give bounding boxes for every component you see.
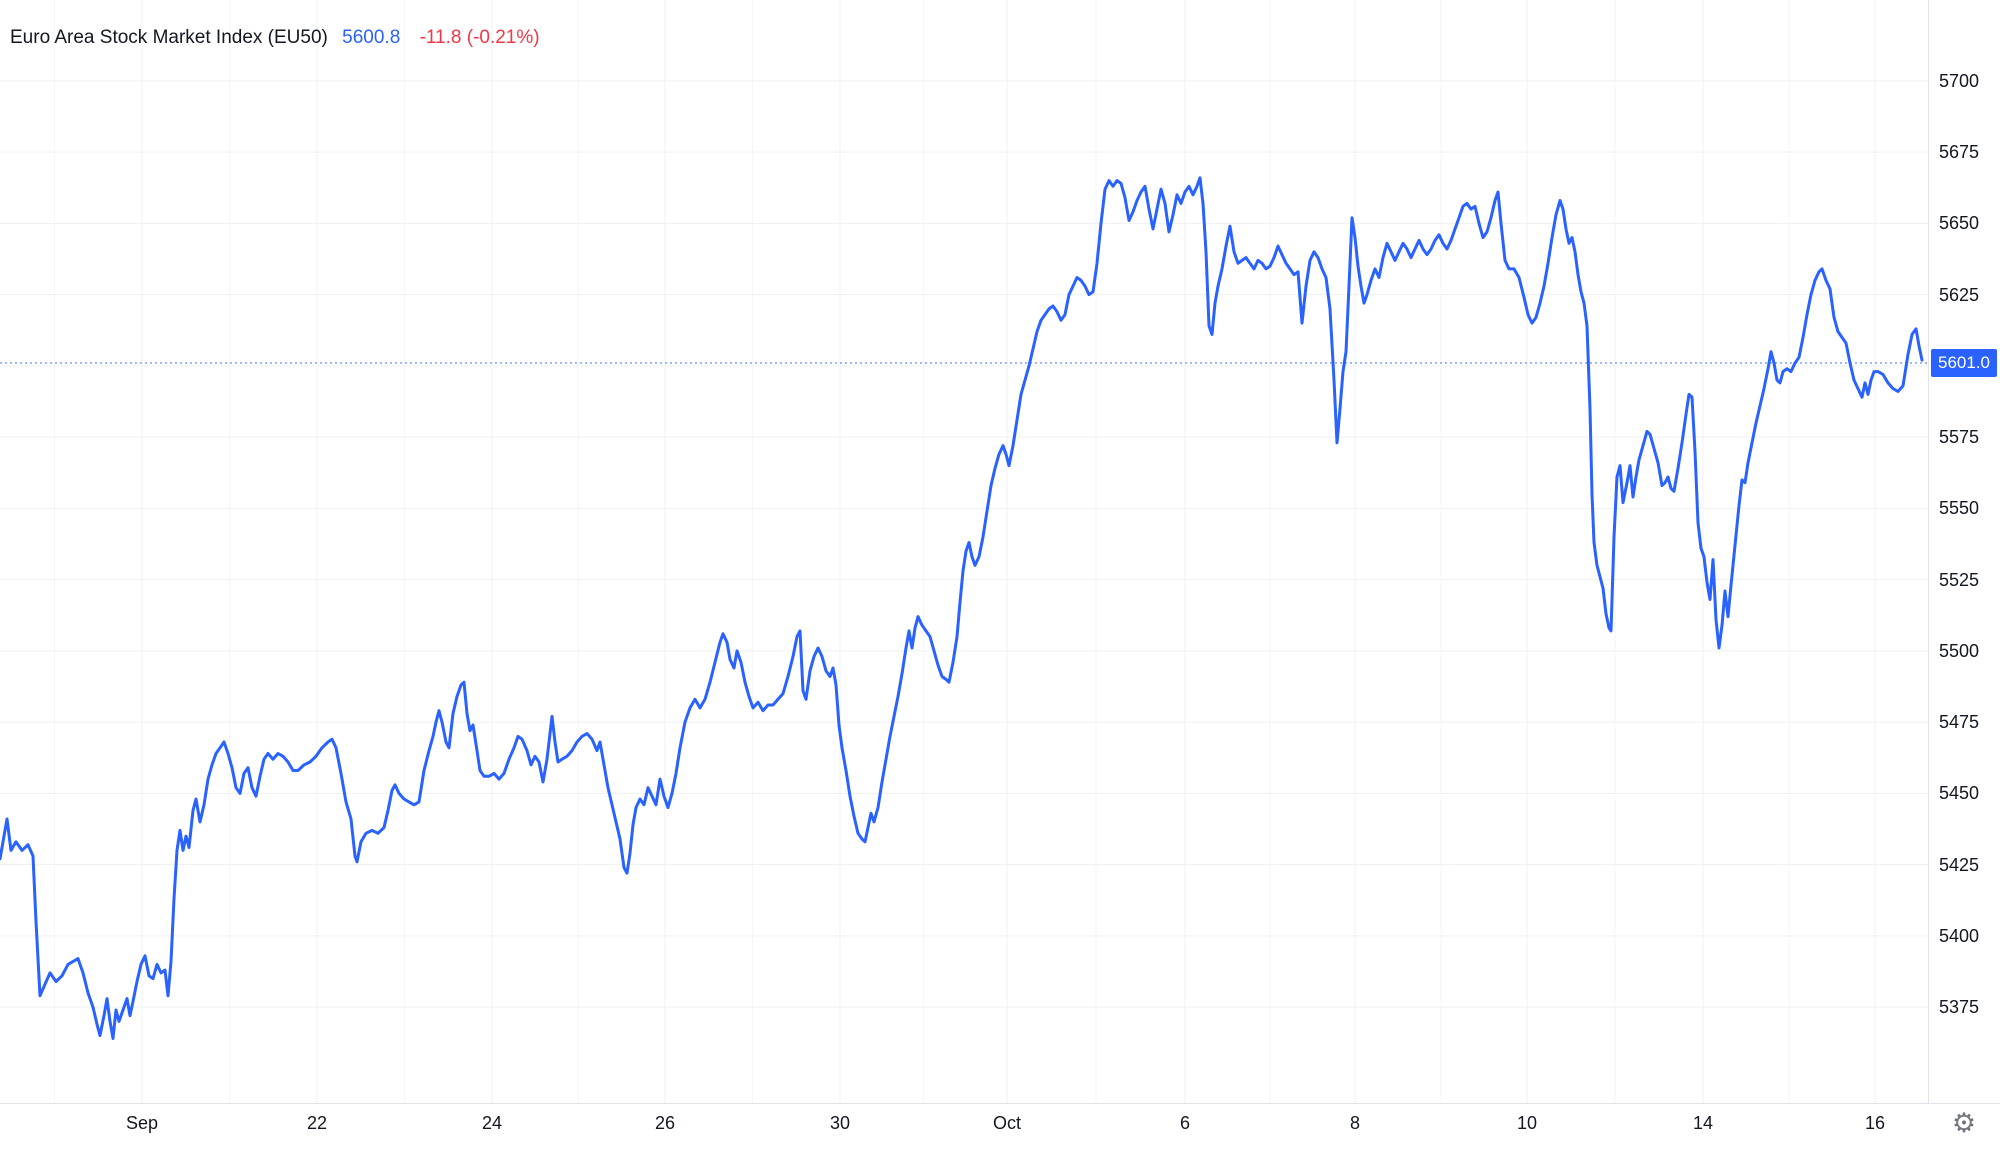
time-axis-label: 10 (1516, 1113, 1538, 1133)
price-chart-plot-area[interactable]: Euro Area Stock Market Index (EU50) 5600… (0, 0, 1928, 1103)
axis-settings-corner: ⚙ (1928, 1103, 2000, 1169)
symbol-last-price: 5600.8 (342, 27, 401, 48)
time-axis-label: 30 (829, 1113, 851, 1133)
current-price-value: 5601.0 (1938, 353, 1990, 372)
price-line-chart (0, 0, 1928, 1103)
price-axis-label: 5375 (1939, 997, 1980, 1018)
time-axis-label: 6 (1179, 1113, 1191, 1133)
price-line-series (0, 176, 1924, 1040)
time-axis-label: 24 (481, 1113, 503, 1133)
price-axis-label: 5625 (1939, 284, 1980, 305)
time-axis-label: 14 (1692, 1113, 1714, 1133)
price-axis-label: 5425 (1939, 854, 1980, 875)
time-axis[interactable]: Sep 22 24 26 30 Oct 6 8 10 14 16 (0, 1103, 2000, 1170)
price-axis[interactable]: 5601.0 5375 5400 5425 5450 5475 5500 5525 5550 5… (1928, 0, 2000, 1103)
current-price-label: 5601.0 (1931, 349, 1997, 377)
time-axis-label: 22 (306, 1113, 328, 1133)
time-axis-label: 16 (1864, 1113, 1886, 1133)
price-axis-label: 5675 (1939, 142, 1980, 163)
gear-icon[interactable]: ⚙ (1951, 1108, 1977, 1138)
time-axis-label: 8 (1349, 1113, 1361, 1133)
price-axis-label: 5500 (1939, 640, 1980, 661)
price-axis-label: 5400 (1939, 925, 1980, 946)
price-axis-label: 5575 (1939, 427, 1980, 448)
price-axis-label: 5525 (1939, 569, 1980, 590)
time-axis-label: Sep (125, 1113, 159, 1133)
price-axis-label: 5450 (1939, 783, 1980, 804)
symbol-title: Euro Area Stock Market Index (EU50) (10, 27, 328, 48)
price-axis-label: 5550 (1939, 498, 1980, 519)
price-axis-label: 5475 (1939, 712, 1980, 733)
price-axis-label: 5700 (1939, 70, 1980, 91)
price-axis-label: 5650 (1939, 213, 1980, 234)
symbol-change: -11.8 (-0.21%) (419, 27, 540, 48)
time-axis-label: 26 (654, 1113, 676, 1133)
symbol-header: Euro Area Stock Market Index (EU50) 5600… (10, 26, 540, 50)
time-axis-label: Oct (992, 1113, 1022, 1133)
